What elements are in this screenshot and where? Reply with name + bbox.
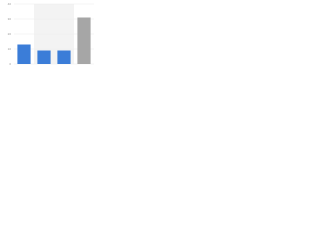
chart: 0 10 20 30 40 — [0, 0, 100, 71]
y-tick-label: 20 — [8, 32, 12, 36]
y-tick-label: 40 — [8, 2, 12, 6]
y-tick-label: 30 — [8, 17, 12, 21]
bar — [37, 50, 51, 64]
bar — [57, 50, 71, 64]
y-tick-label: 10 — [8, 47, 12, 51]
bar — [77, 17, 91, 64]
bar — [17, 44, 31, 64]
y-tick-label: 0 — [9, 62, 11, 66]
